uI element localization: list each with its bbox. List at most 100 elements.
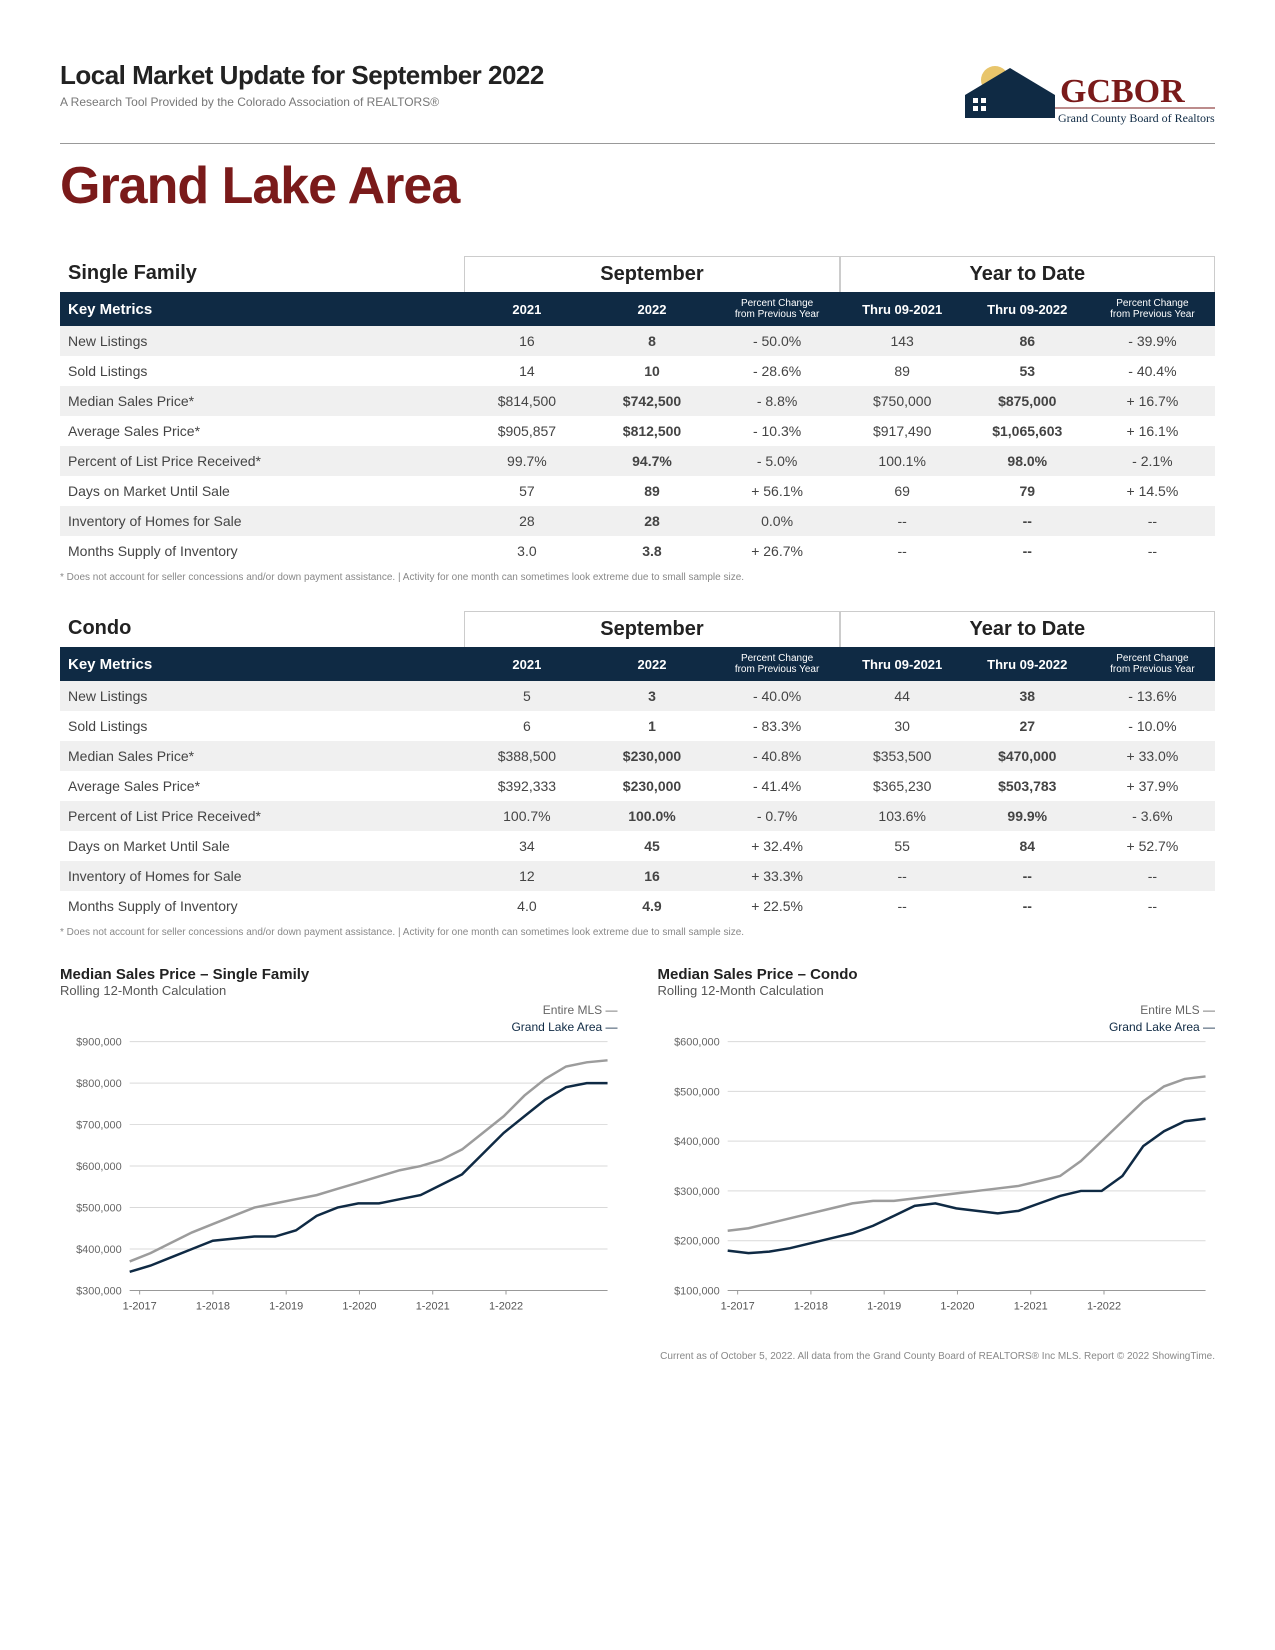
table-cell: -- [840,506,965,536]
table-cell: - 10.3% [715,416,840,446]
table-cell: 100.0% [589,801,714,831]
table-cell: 28 [464,506,589,536]
table-cell: 103.6% [840,801,965,831]
report-title: Local Market Update for September 2022 [60,60,544,91]
svg-text:1-2021: 1-2021 [1013,1300,1047,1312]
col-header: Percent Change from Previous Year [715,647,840,681]
svg-text:$500,000: $500,000 [76,1202,122,1214]
chart-legend: Entire MLS — Grand Lake Area — [60,1002,618,1036]
table-cell: 79 [965,476,1090,506]
table-cell: - 3.6% [1090,801,1215,831]
table-row: Average Sales Price*$905,857$812,500- 10… [60,416,1215,446]
table-cell: -- [965,506,1090,536]
svg-text:1-2020: 1-2020 [940,1300,974,1312]
table-cell: -- [965,536,1090,566]
svg-text:$600,000: $600,000 [674,1036,720,1048]
table-cell: $388,500 [464,741,589,771]
table-cell: - 40.0% [715,681,840,711]
col-header: Percent Change from Previous Year [715,292,840,326]
table-cell: - 2.1% [1090,446,1215,476]
table-footnote: * Does not account for seller concession… [60,927,1215,938]
area-title: Grand Lake Area [60,156,1215,216]
svg-text:$300,000: $300,000 [674,1186,720,1198]
table-row: Percent of List Price Received*99.7%94.7… [60,446,1215,476]
table-cell: $365,230 [840,771,965,801]
table-cell: -- [1090,891,1215,921]
col-header: Percent Change from Previous Year [1090,292,1215,326]
table-cell: 3 [589,681,714,711]
table-cell: - 8.8% [715,386,840,416]
table-cell: 55 [840,831,965,861]
table-cell: + 26.7% [715,536,840,566]
table-cell: 94.7% [589,446,714,476]
table-cell: 69 [840,476,965,506]
table-cell: - 40.8% [715,741,840,771]
table-cell: + 14.5% [1090,476,1215,506]
table-row: Sold Listings61- 83.3%3027- 10.0% [60,711,1215,741]
table-cell: 14 [464,356,589,386]
svg-text:1-2019: 1-2019 [867,1300,901,1312]
table-row: Months Supply of Inventory4.04.9+ 22.5%-… [60,891,1215,921]
table-cell: $1,065,603 [965,416,1090,446]
table-row: New Listings168- 50.0%14386- 39.9% [60,326,1215,356]
table-cell: $814,500 [464,386,589,416]
table-cell: 16 [589,861,714,891]
table-cell: $750,000 [840,386,965,416]
table-cell: $392,333 [464,771,589,801]
table-cell: Percent of List Price Received* [60,801,464,831]
table-cell: 99.9% [965,801,1090,831]
table-cell: 28 [589,506,714,536]
table-cell: Months Supply of Inventory [60,891,464,921]
svg-text:$600,000: $600,000 [76,1161,122,1173]
chart-title: Median Sales Price – Condo [658,966,1216,983]
table-cell: -- [840,861,965,891]
table-cell: New Listings [60,326,464,356]
table-cell: 45 [589,831,714,861]
table-cell: 86 [965,326,1090,356]
table-cell: - 39.9% [1090,326,1215,356]
table-cell: -- [965,861,1090,891]
col-header: 2022 [589,292,714,326]
table-cell: + 37.9% [1090,771,1215,801]
table-cell: New Listings [60,681,464,711]
svg-text:$200,000: $200,000 [674,1235,720,1247]
gcbor-logo-icon: GCBOR Grand County Board of Realtors, In… [955,60,1215,130]
table-cell: 89 [589,476,714,506]
chart-legend: Entire MLS — Grand Lake Area — [658,1002,1216,1036]
table-cell: 99.7% [464,446,589,476]
table-cell: 34 [464,831,589,861]
table-cell: 3.8 [589,536,714,566]
chart-title: Median Sales Price – Single Family [60,966,618,983]
chart-single-family: Median Sales Price – Single Family Rolli… [60,966,618,1321]
logo: GCBOR Grand County Board of Realtors, In… [955,60,1215,135]
svg-text:1-2017: 1-2017 [123,1300,157,1312]
table-cell: - 28.6% [715,356,840,386]
col-header: Thru 09-2021 [840,647,965,681]
table-cell: 12 [464,861,589,891]
period-label: Year to Date [840,611,1215,647]
table-cell: 89 [840,356,965,386]
svg-text:1-2021: 1-2021 [416,1300,450,1312]
table-cell: 16 [464,326,589,356]
tables-container: Single FamilySeptemberYear to DateKey Me… [60,256,1215,938]
table-cell: - 10.0% [1090,711,1215,741]
table-cell: Median Sales Price* [60,741,464,771]
table-cell: 44 [840,681,965,711]
table-cell: + 16.1% [1090,416,1215,446]
svg-text:1-2019: 1-2019 [269,1300,303,1312]
table-cell: - 41.4% [715,771,840,801]
table-cell: Sold Listings [60,711,464,741]
metrics-table: Key Metrics20212022Percent Change from P… [60,647,1215,921]
table-row: Median Sales Price*$388,500$230,000- 40.… [60,741,1215,771]
table-cell: Sold Listings [60,356,464,386]
table-cell: Months Supply of Inventory [60,536,464,566]
table-cell: - 13.6% [1090,681,1215,711]
section-name: Condo [60,611,464,647]
table-cell: -- [965,891,1090,921]
svg-text:$300,000: $300,000 [76,1285,122,1297]
table-cell: $905,857 [464,416,589,446]
table-cell: -- [1090,861,1215,891]
page-footer: Current as of October 5, 2022. All data … [60,1351,1215,1362]
svg-text:$100,000: $100,000 [674,1285,720,1297]
table-cell: - 50.0% [715,326,840,356]
